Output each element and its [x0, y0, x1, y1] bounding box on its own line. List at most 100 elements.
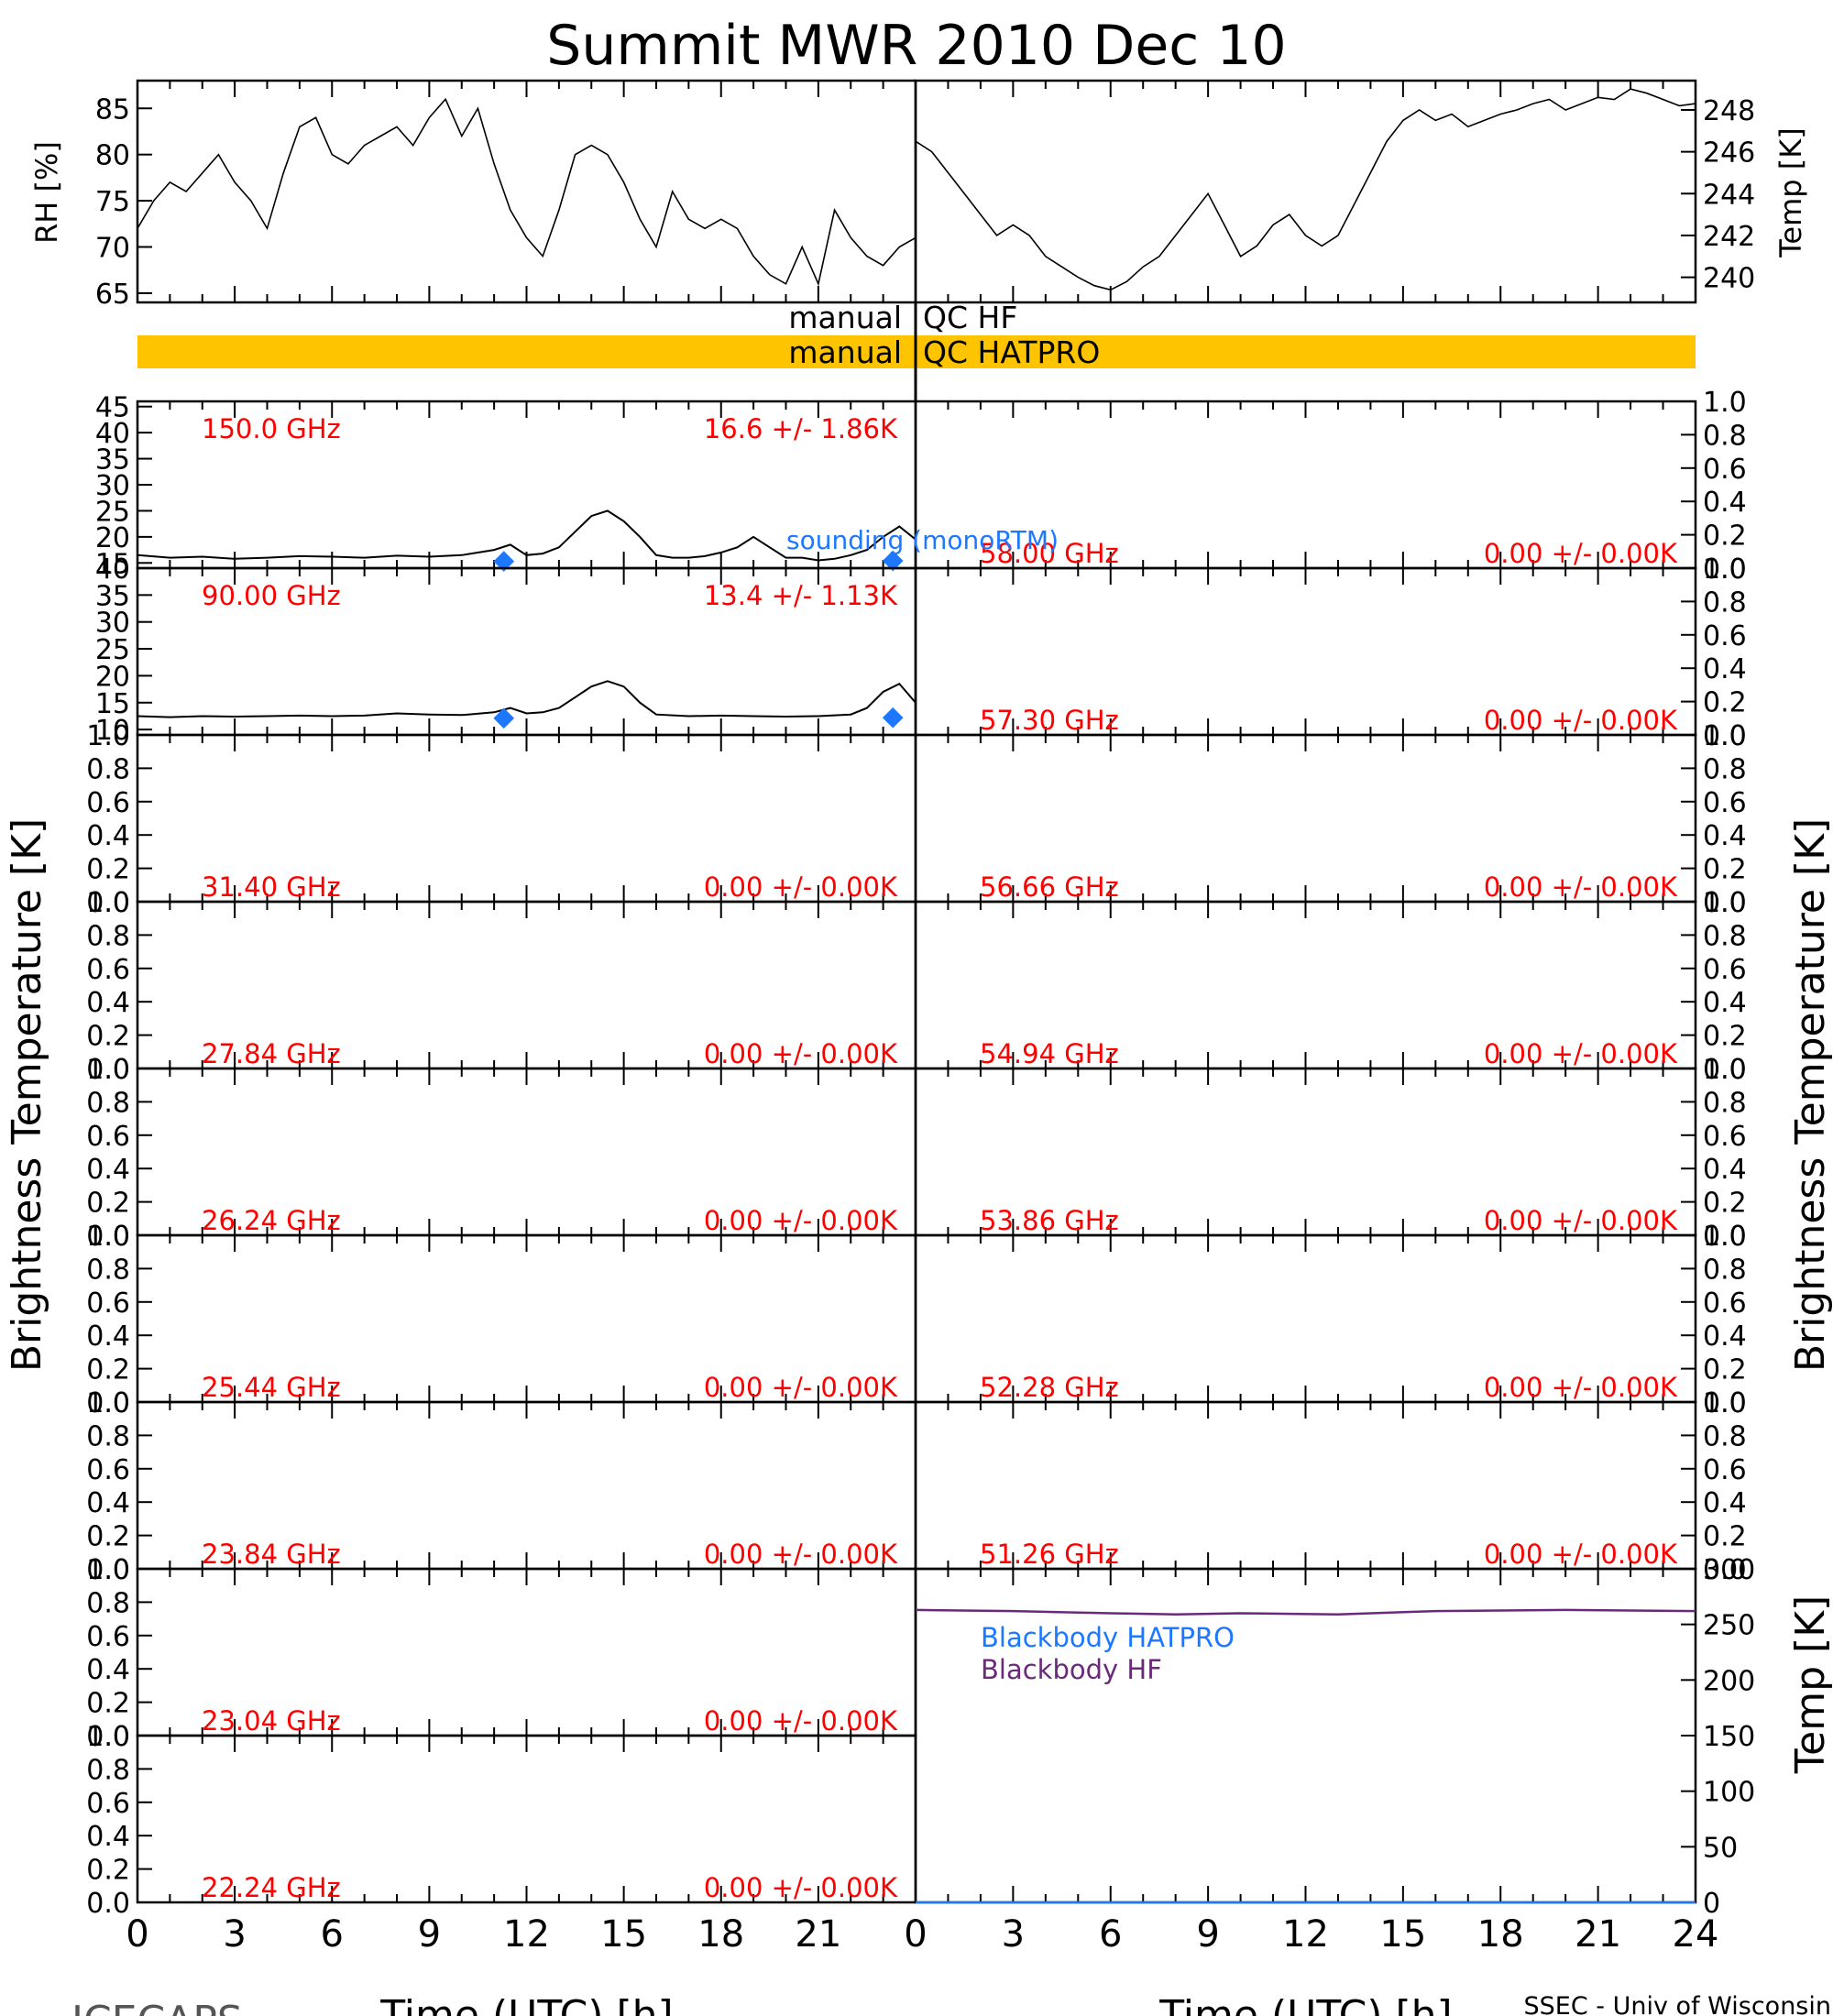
y-tick-label: 30 — [95, 470, 130, 502]
x-tick-label: 18 — [1477, 1913, 1524, 1956]
stats-label: 0.00 +/- 0.00K — [704, 1372, 898, 1403]
y-tick-label: 0.6 — [1703, 1121, 1747, 1153]
y-tick-label: 0.6 — [1703, 454, 1747, 486]
panel-bt-27.84: 0.00.20.40.60.81.027.84 GHz 0.00 +/- 0.00… — [86, 887, 917, 1086]
y-tick-label: 0.0 — [1703, 1054, 1747, 1086]
sounding-legend: sounding (monoRTM) — [786, 525, 1059, 555]
y-tick-label: 1.0 — [86, 1387, 130, 1419]
frequency-label: 51.26 GHz — [980, 1539, 1119, 1570]
y-tick-label: 10 — [95, 715, 130, 747]
y-tick-label: 25 — [95, 496, 130, 528]
y-tick-label: 250 — [1703, 1610, 1755, 1642]
y-tick-label: 0.6 — [86, 787, 130, 819]
rh-series-line — [137, 97, 916, 287]
y-tick-label: 0.6 — [86, 1621, 130, 1653]
frequency-label: 26.24 GHz — [202, 1205, 341, 1236]
stats-label: 0.00 +/- 0.00K — [1484, 1372, 1678, 1403]
y-tick-label: 1.0 — [1703, 553, 1747, 586]
y-tick-label: 0.0 — [1703, 720, 1747, 752]
y-tick-label: 0.6 — [86, 954, 130, 986]
y-tick-label: 100 — [1703, 1777, 1755, 1809]
y-tick-label: 0.4 — [1703, 487, 1747, 519]
x-tick-label: 18 — [697, 1913, 744, 1956]
x-tick-label: 3 — [1002, 1913, 1025, 1956]
y-tick-label: 242 — [1703, 221, 1755, 253]
stats-label: 0.00 +/- 0.00K — [1484, 1205, 1678, 1236]
y-tick-label: 40 — [95, 418, 130, 450]
y-tick-label: 0 — [1703, 1888, 1720, 1920]
y-tick-label: 0.6 — [86, 1454, 130, 1486]
y-tick-label: 0.0 — [86, 887, 130, 919]
y-tick-label: 0.0 — [86, 1221, 130, 1253]
temp-panel-frame — [914, 79, 1697, 304]
frequency-label: 90.00 GHz — [202, 580, 341, 611]
frequency-label: 23.84 GHz — [202, 1539, 341, 1570]
bt-series-line — [137, 680, 916, 718]
stats-label: 0.00 +/- 0.00K — [704, 1539, 898, 1570]
y-tick-label: 0.8 — [1703, 1254, 1747, 1286]
y-tick-label: 50 — [1703, 1832, 1738, 1864]
y-tick-label: 85 — [95, 93, 130, 126]
bt-series-line — [137, 509, 916, 562]
y-tick-label: 75 — [95, 186, 130, 218]
panel-bt-51.26: 0.00.20.40.60.81.051.26 GHz 0.00 +/- 0.00… — [914, 1387, 1747, 1586]
panel-bt-54.94: 0.00.20.40.60.81.054.94 GHz 0.00 +/- 0.00… — [914, 887, 1747, 1086]
y-tick-label: 0.4 — [86, 820, 130, 852]
y-tick-label: 0.8 — [1703, 420, 1747, 452]
y-tick-label: 0.4 — [86, 1487, 130, 1519]
y-tick-label: 0.8 — [86, 753, 130, 785]
temp-series-line — [915, 88, 1696, 291]
y-tick-label: 0.4 — [86, 987, 130, 1019]
y-tick-label: 0.2 — [86, 1021, 130, 1053]
y-tick-label: 15 — [95, 688, 130, 720]
y-tick-label: 0.8 — [1703, 753, 1747, 785]
panel-bt-56.66: 0.00.20.40.60.81.056.66 GHz 0.00 +/- 0.00… — [914, 720, 1747, 919]
x-tick-label: 3 — [223, 1913, 246, 1956]
y-tick-label: 1.0 — [86, 1721, 130, 1753]
y-tick-label: 0.0 — [1703, 1221, 1747, 1253]
x-axis-title-right: Time (UTC) [h] — [1158, 1992, 1452, 2016]
legend-blackbody-hatpro: Blackbody HATPRO — [981, 1622, 1235, 1653]
panel-bt-57.30: 0.00.20.40.60.81.057.30 GHz 0.00 +/- 0.00… — [914, 553, 1747, 752]
frequency-label: 150.0 GHz — [202, 413, 341, 444]
y-tick-label: 200 — [1703, 1665, 1755, 1697]
y-tick-label: 0.2 — [86, 1855, 130, 1887]
frequency-label: 54.94 GHz — [980, 1038, 1119, 1069]
y-tick-label: 1.0 — [1703, 1054, 1747, 1086]
x-tick-label: 12 — [1282, 1913, 1329, 1956]
footer-icecaps: ICECAPS — [71, 1998, 243, 2016]
stats-label: 13.4 +/- 1.13K — [704, 580, 898, 611]
x-tick-labels-right: 0 3 6 9 12 15 18 21 24 — [904, 1913, 1718, 1956]
x-tick-label: 21 — [1575, 1913, 1621, 1956]
frequency-label: 56.66 GHz — [980, 871, 1119, 903]
x-tick-label: 15 — [1379, 1913, 1426, 1956]
panel-bt-52.28: 0.00.20.40.60.81.052.28 GHz 0.00 +/- 0.00… — [914, 1221, 1747, 1419]
y-tick-label: 300 — [1703, 1554, 1755, 1586]
y-tick-label: 0.6 — [1703, 1454, 1747, 1486]
y-tick-label: 0.0 — [1703, 553, 1747, 586]
y-tick-label: 240 — [1703, 263, 1755, 295]
y-tick-label: 0.0 — [86, 1721, 130, 1753]
stats-label: 0.00 +/- 0.00K — [1484, 871, 1678, 903]
panel-bt-25.44: 0.00.20.40.60.81.025.44 GHz 0.00 +/- 0.00… — [86, 1221, 917, 1419]
frequency-label: 57.30 GHz — [980, 705, 1119, 736]
x-tick-label: 12 — [503, 1913, 550, 1956]
y-tick-label: 0.4 — [86, 1821, 130, 1853]
y-tick-label: 0.8 — [1703, 1420, 1747, 1452]
y-tick-label: 0.0 — [86, 1888, 130, 1920]
x-tick-label: 9 — [1196, 1913, 1219, 1956]
x-tick-label: 0 — [904, 1913, 927, 1956]
panel-blackbody: 0 50 100 150 200 250 300 Blackbody HATPROBlackb… — [914, 1554, 1755, 1920]
qc-hatpro-left-label: manual — [788, 334, 902, 370]
y-tick-label: 0.2 — [1703, 1521, 1747, 1553]
y-tick-label: 246 — [1703, 137, 1755, 170]
panel-bt-23.84: 0.00.20.40.60.81.023.84 GHz 0.00 +/- 0.00… — [86, 1387, 917, 1586]
frequency-label: 27.84 GHz — [202, 1038, 341, 1069]
frequency-label: 31.40 GHz — [202, 871, 341, 903]
y-tick-label: 45 — [95, 392, 130, 424]
y-tick-label: 0.0 — [86, 1387, 130, 1419]
qc-hf-right-label: QC HF — [923, 300, 1017, 335]
qc-hf-left-label: manual — [788, 300, 902, 335]
